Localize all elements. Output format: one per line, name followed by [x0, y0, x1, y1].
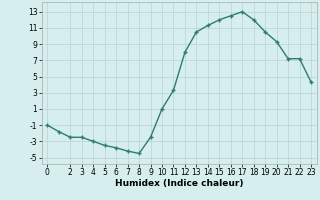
X-axis label: Humidex (Indice chaleur): Humidex (Indice chaleur) — [115, 179, 244, 188]
